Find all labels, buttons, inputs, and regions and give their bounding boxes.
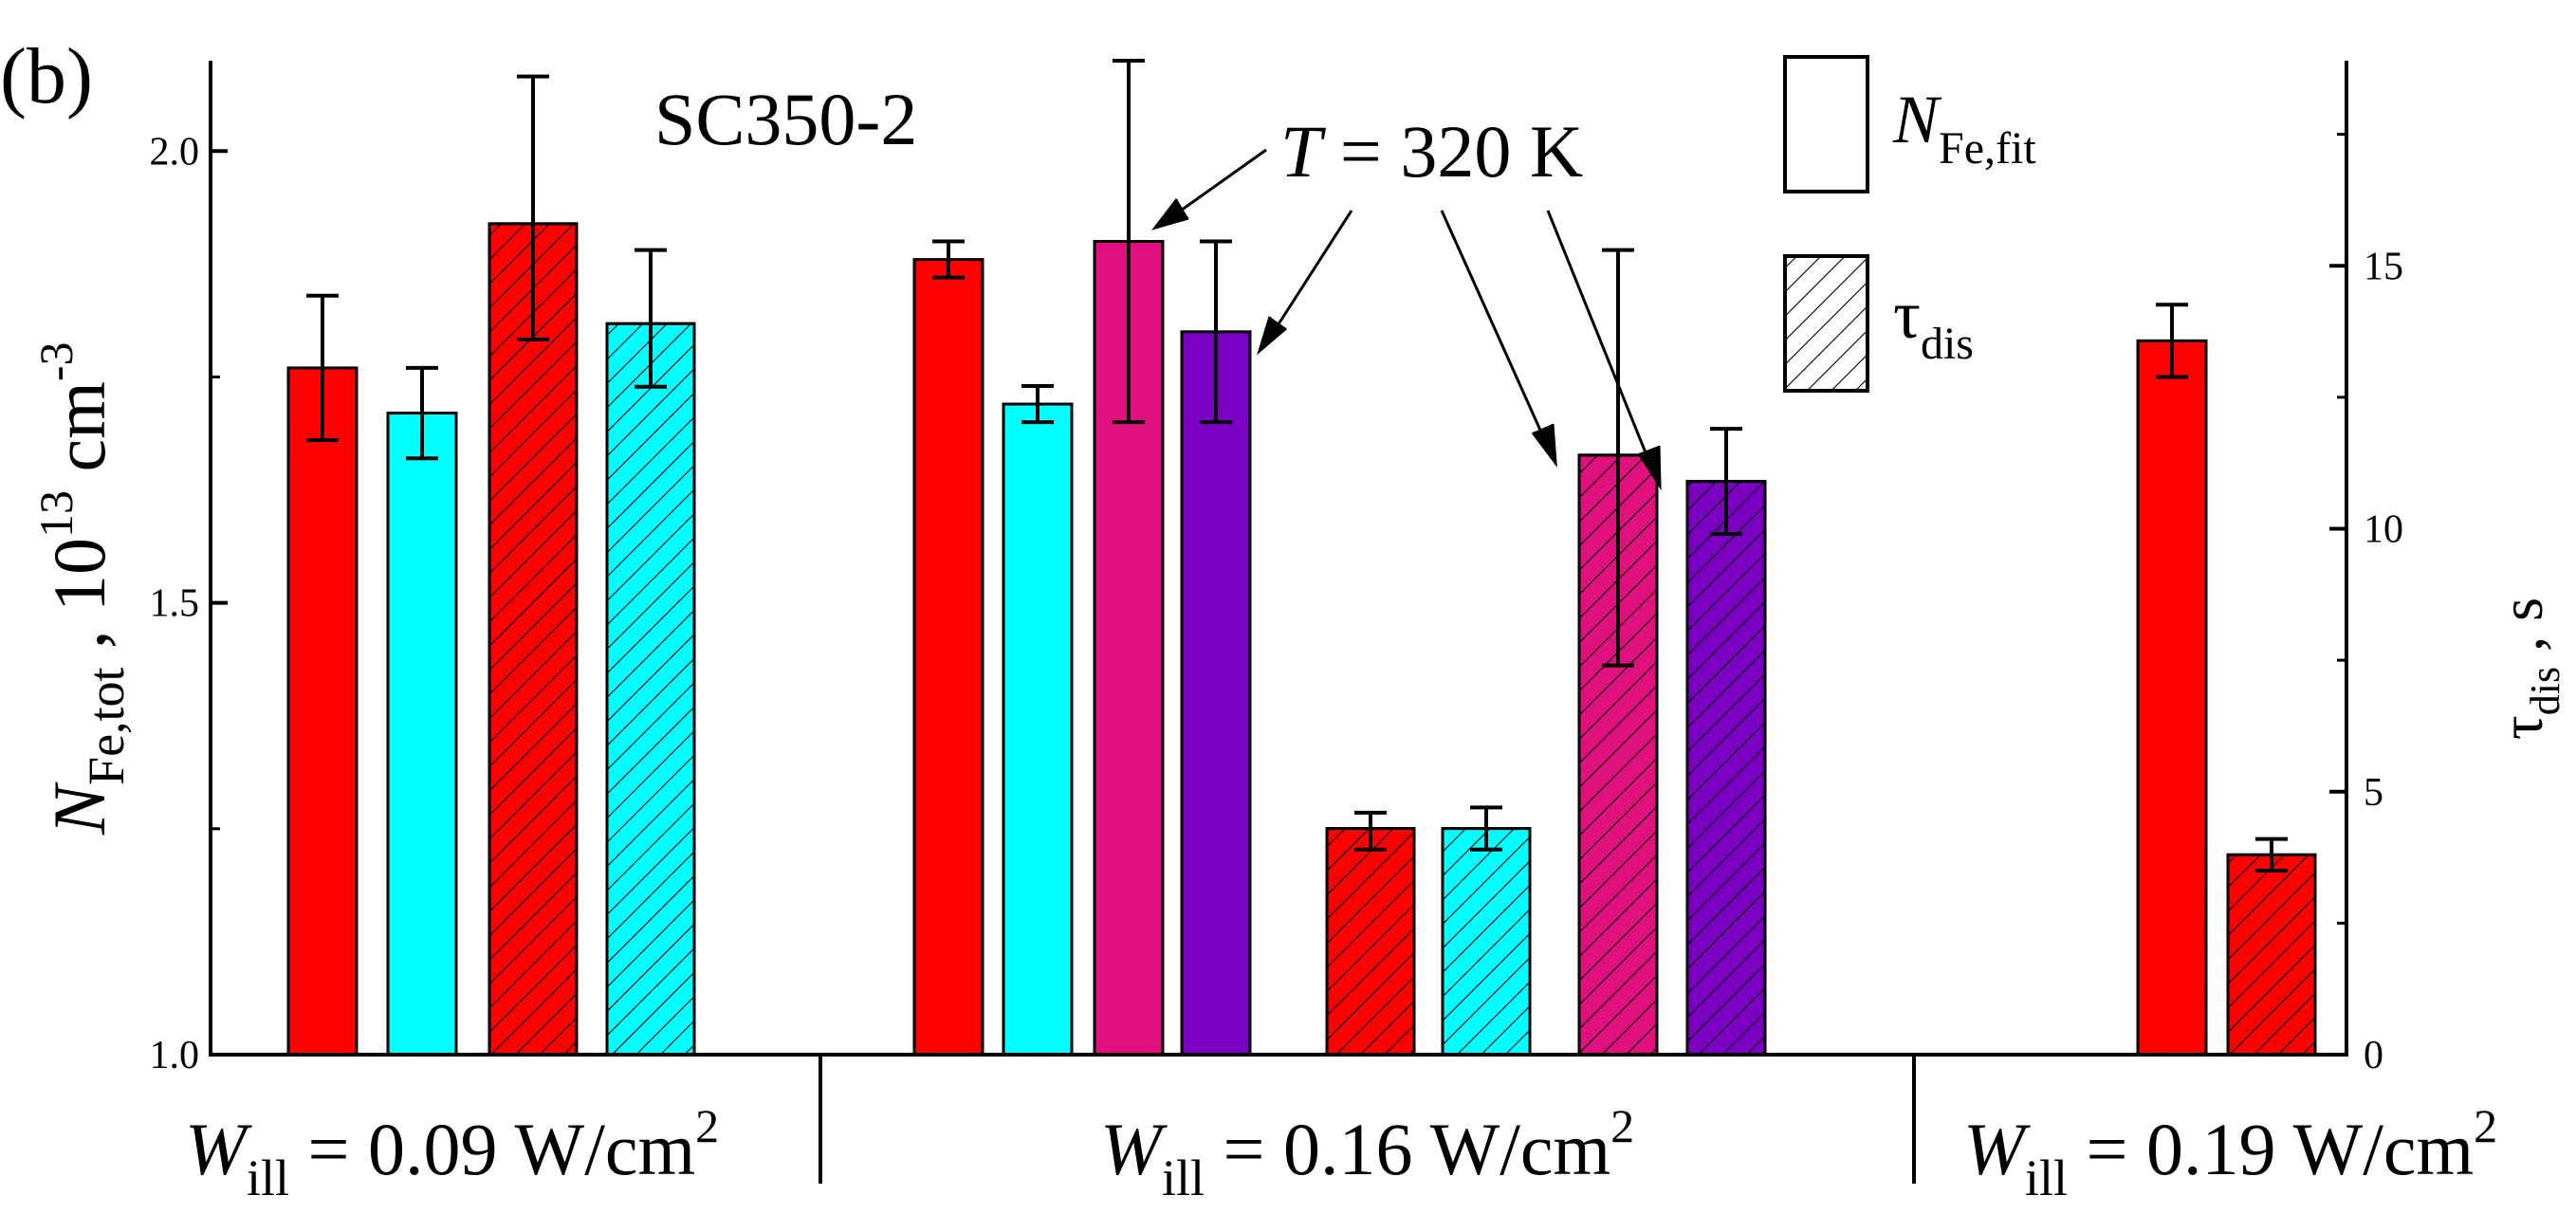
bar-nfefit-cyan-group0 (386, 412, 458, 1057)
bar-taudis-red-group1-hatch (1325, 827, 1416, 1057)
bar-taudis-cyan-group0-hatch (605, 322, 696, 1057)
legend-solid-swatch (1783, 55, 1869, 193)
errorbars-layer (306, 59, 2288, 873)
error-bar-12 (2156, 303, 2188, 379)
error-bar-9 (1470, 805, 1502, 852)
error-bar-2 (517, 74, 549, 341)
legend-hatched-swatch (1783, 254, 1869, 393)
error-bar-7 (1200, 239, 1232, 425)
error-bar-6 (1113, 59, 1145, 425)
group-label-0: Will = 0.09 W/cm2 (185, 1099, 719, 1206)
left-tick-label: 1.5 (150, 582, 200, 626)
panel-label: (b) (0, 32, 93, 120)
bar-taudis-purple-group1-hatch (1685, 480, 1767, 1057)
left-axis-title: NFe,tot , 1013 cm-3 (29, 342, 135, 837)
error-bar-10 (1602, 248, 1634, 668)
bar-nfefit-red-group2 (2136, 339, 2208, 1057)
bar-nfefit-cyan-group1 (1002, 402, 1074, 1057)
temperature-annotation: T = 320 K (1280, 110, 1583, 193)
arrow-to-magenta-tau (1440, 210, 1553, 454)
error-bar-8 (1354, 810, 1387, 852)
annotation-arrows (1151, 148, 1662, 491)
bar-nfefit-purple-group1 (1180, 330, 1252, 1057)
arrow-to-magenta-n-head (1151, 198, 1189, 230)
arrow-to-magenta-tau-head (1531, 423, 1557, 468)
legend-item-tau-dis: τdis (1893, 277, 1974, 369)
bar-taudis-red-group0-hatch (488, 222, 579, 1057)
error-bar-3 (635, 248, 667, 389)
error-bar-4 (932, 239, 965, 280)
legend-item-n-fe-fit: NFe,fit (1892, 82, 2036, 174)
left-axis-ticks: 1.0 1.5 2.0 (150, 130, 228, 1077)
error-bar-11 (1710, 427, 1742, 537)
right-tick-label: 0 (2364, 1034, 2383, 1077)
right-tick-label: 15 (2364, 245, 2403, 288)
error-bar-5 (1021, 383, 1054, 425)
bars-layer (286, 222, 2317, 1057)
arrow-to-purple-tau-head (1637, 445, 1662, 491)
bar-taudis-cyan-group1-hatch (1441, 827, 1532, 1057)
arrow-to-purple-n-head (1257, 316, 1287, 356)
error-bar-13 (2255, 837, 2288, 873)
left-tick-label: 2.0 (150, 130, 200, 174)
bar-nfefit-red-group1 (912, 258, 984, 1057)
bar-nfefit-red-group0 (286, 366, 359, 1057)
arrow-to-purple-n (1264, 210, 1353, 344)
error-bar-1 (406, 365, 438, 461)
right-tick-label: 10 (2364, 508, 2403, 552)
right-axis-title: τdis , s (2488, 598, 2568, 740)
right-tick-label: 5 (2364, 771, 2383, 815)
right-axis-ticks: 0 5 10 15 (2329, 133, 2403, 1077)
group-label-2: Will = 0.19 W/cm2 (1963, 1099, 2497, 1206)
group-label-1: Will = 0.16 W/cm2 (1100, 1099, 1634, 1206)
left-tick-label: 1.0 (150, 1034, 200, 1077)
sample-name: SC350-2 (654, 78, 917, 160)
legend: NFe,fit τdis (1783, 55, 2036, 393)
arrow-to-purple-tau (1546, 210, 1657, 477)
error-bar-0 (306, 293, 339, 443)
bar-taudis-red-group2-hatch (2226, 853, 2317, 1057)
